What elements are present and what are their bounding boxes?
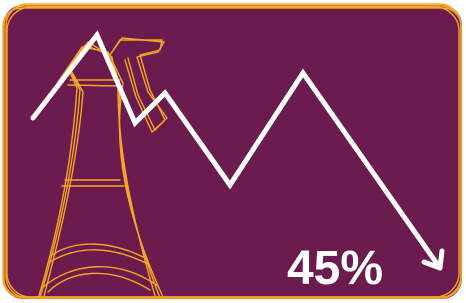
card-background — [3, 5, 462, 299]
illustration: 45% — [0, 0, 466, 303]
percentage-label: 45% — [287, 242, 383, 295]
page: {"label": "45%"} 45% (() => { const data… — [0, 0, 466, 303]
